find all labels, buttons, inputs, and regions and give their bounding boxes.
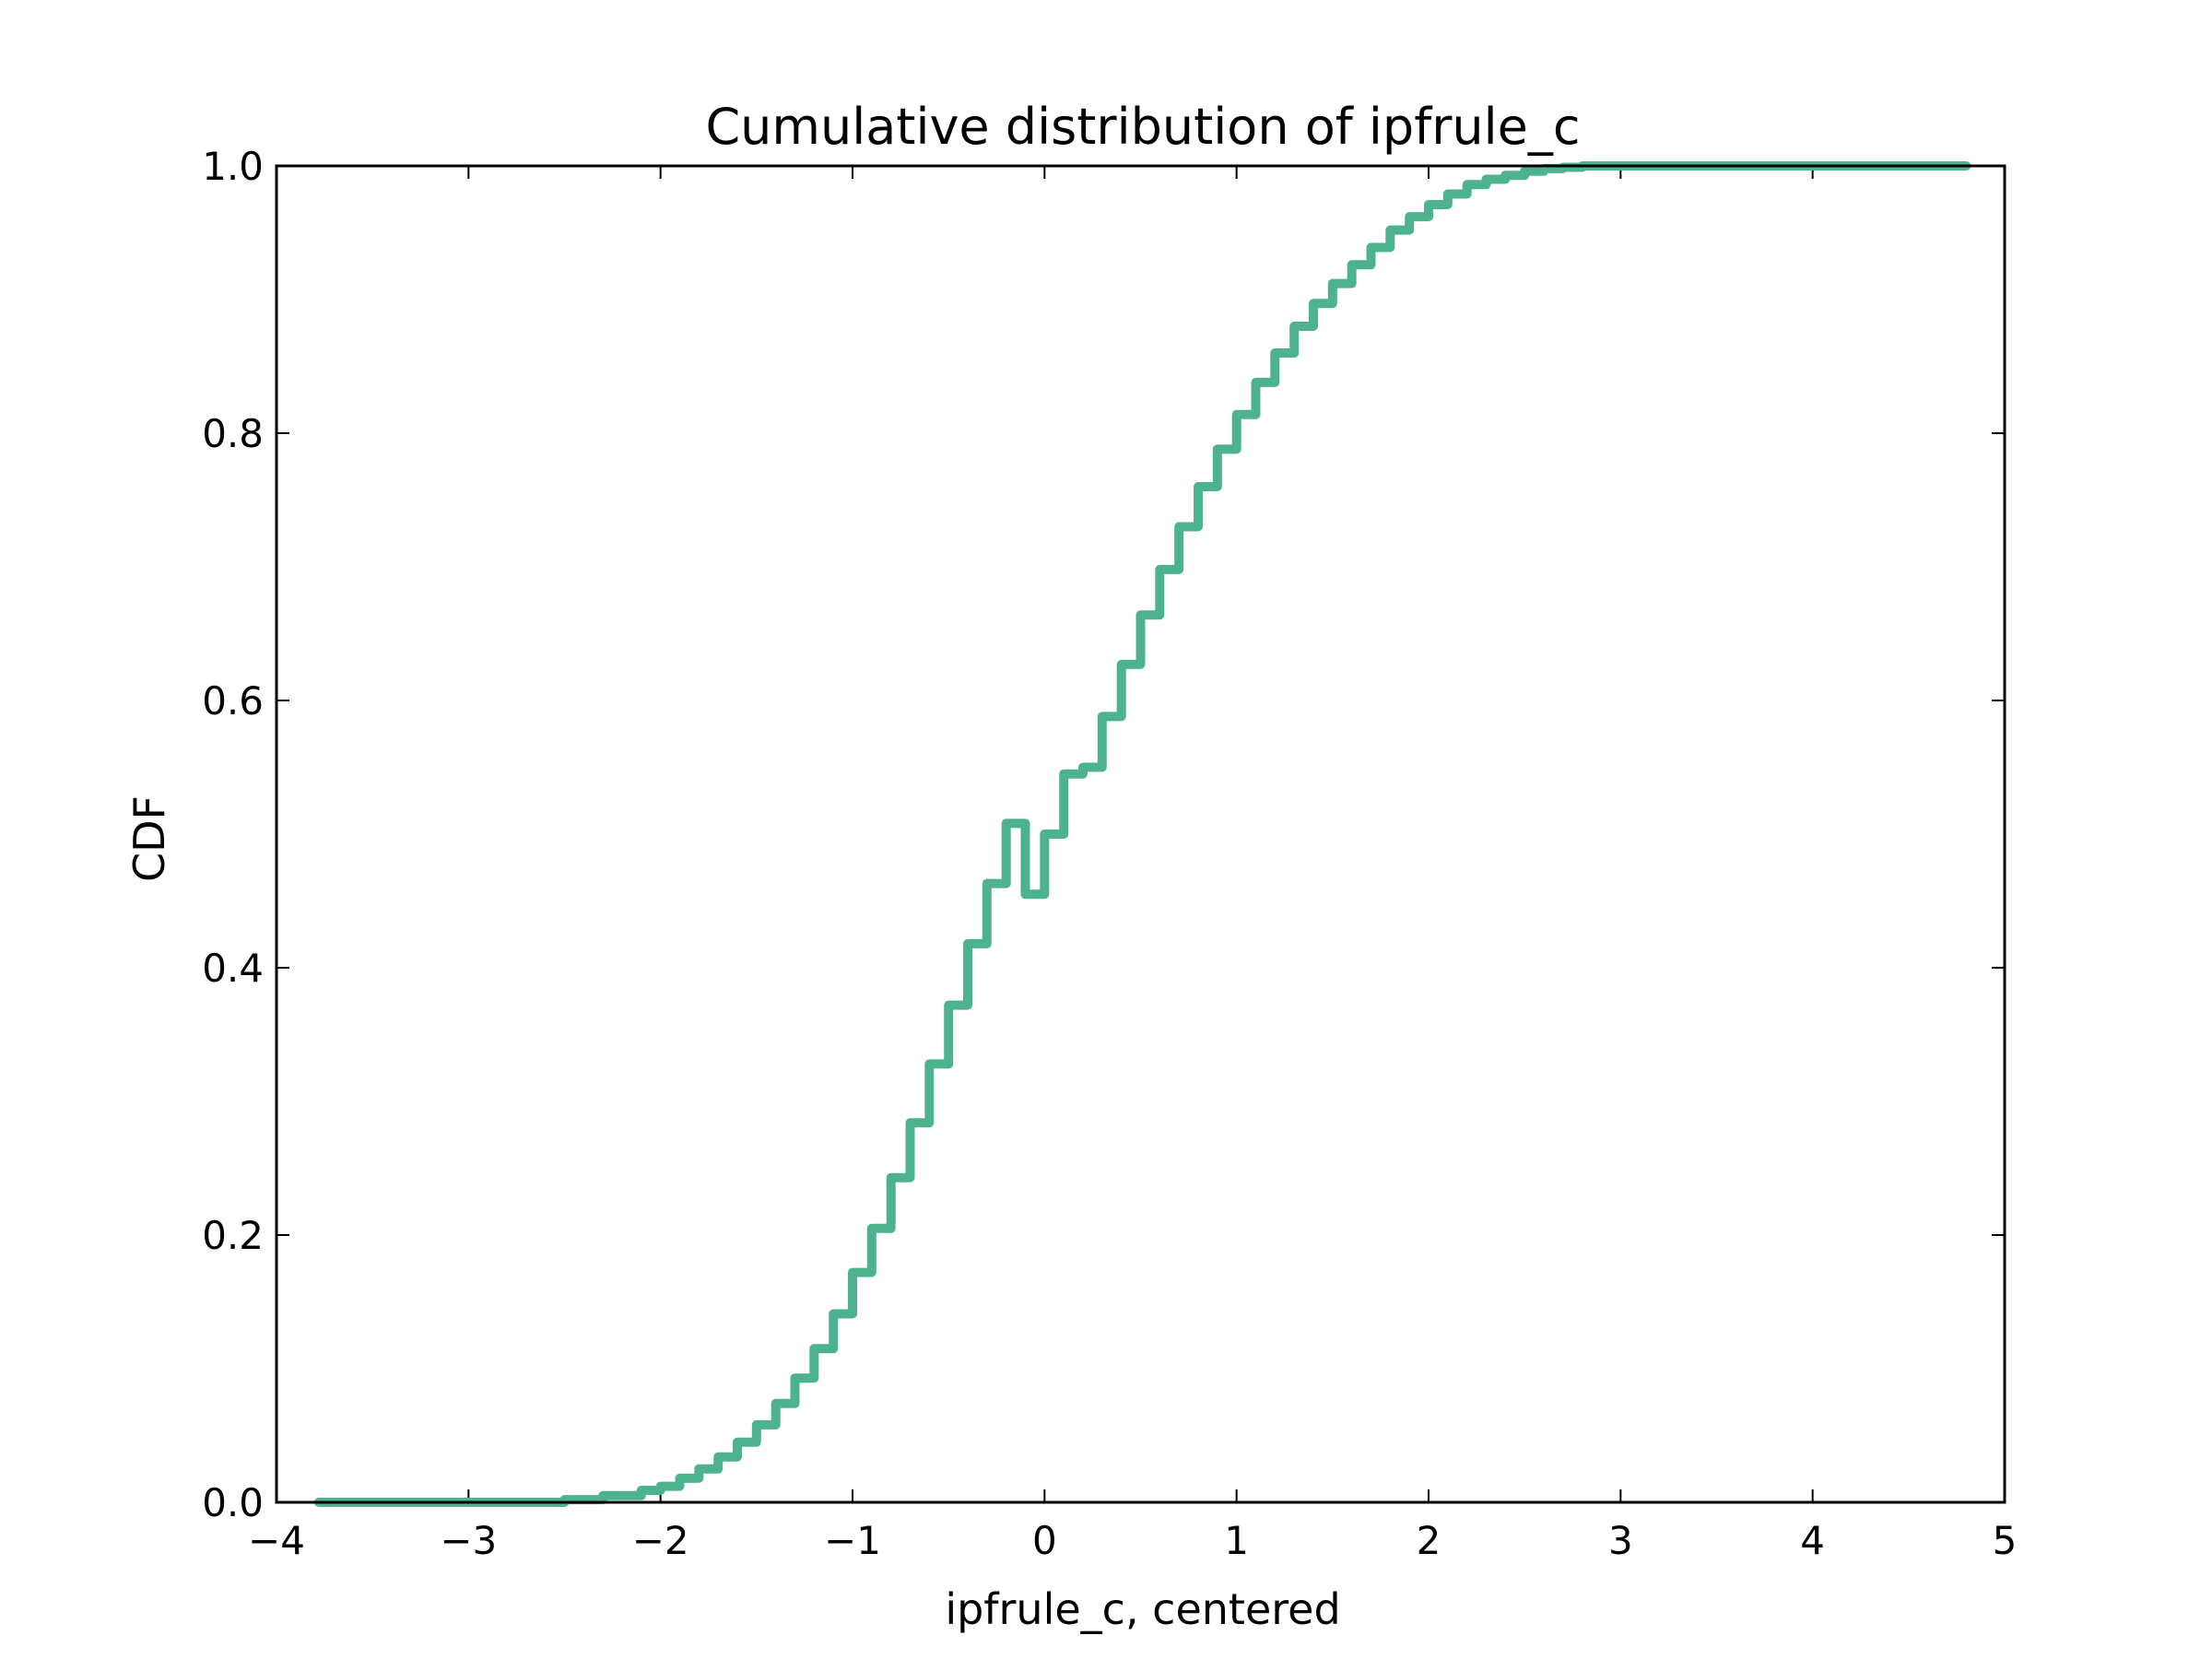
y-tick-label: 0.4 bbox=[202, 946, 264, 991]
x-tick-label: 2 bbox=[1417, 1518, 1441, 1563]
x-tick-label: 1 bbox=[1224, 1518, 1249, 1563]
x-tick-label: 4 bbox=[1800, 1518, 1825, 1563]
y-tick-label: 0.2 bbox=[202, 1213, 264, 1258]
x-tick-label: −4 bbox=[248, 1518, 305, 1563]
cdf-series-line bbox=[313, 161, 1971, 1507]
y-tick-label: 1.0 bbox=[202, 144, 264, 189]
series-layer bbox=[313, 161, 1971, 1507]
x-tick-label: −1 bbox=[824, 1518, 881, 1563]
x-tick-label: 0 bbox=[1032, 1518, 1057, 1563]
y-tick-label: 0.0 bbox=[202, 1480, 264, 1525]
x-tick-label: −3 bbox=[440, 1518, 497, 1563]
y-tick-label: 0.6 bbox=[202, 678, 264, 724]
chart-title: Cumulative distribution of ipfrule_c bbox=[705, 98, 1580, 156]
x-tick-label: 3 bbox=[1608, 1518, 1633, 1563]
x-tick-label: −2 bbox=[632, 1518, 689, 1563]
plot-frame bbox=[275, 164, 2006, 1504]
y-axis-label: CDF bbox=[124, 795, 174, 882]
x-tick-label: 5 bbox=[1993, 1518, 2018, 1563]
axis-ticks: −4 −3 −2 −1 0 1 2 3 4 5 0.0 0.2 0.4 0.6 0.8 1.0 bbox=[202, 144, 2017, 1563]
x-axis-label: ipfrule_c, centered bbox=[945, 1584, 1340, 1634]
y-tick-label: 0.8 bbox=[202, 411, 264, 456]
